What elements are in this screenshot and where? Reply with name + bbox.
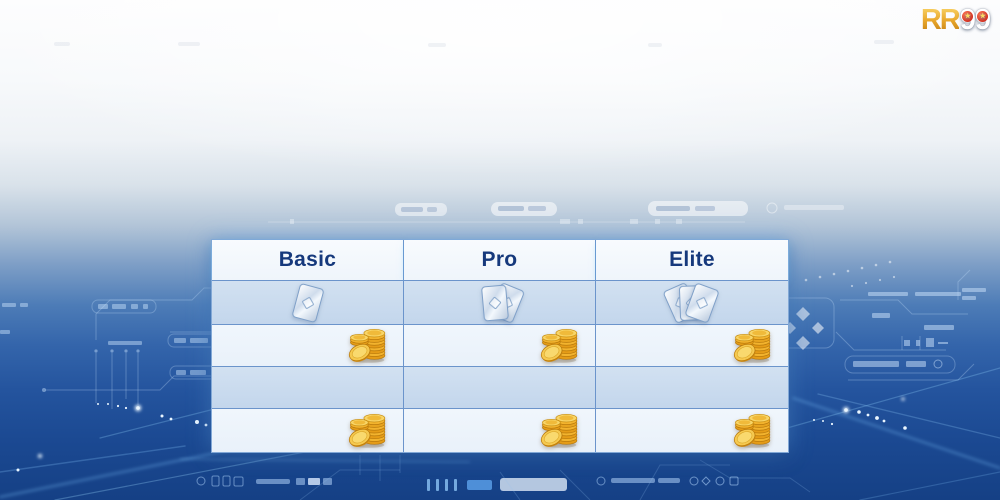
logo-white-digits: 99 ★ ★ [959,4,991,36]
gold-coins-icon [540,327,580,364]
cell-basic-coins-1 [212,325,404,367]
logo-gold-letters: RR [920,4,961,36]
cell-basic-empty [212,367,404,409]
silver-card-icon [276,283,340,323]
gold-coins-icon [348,327,388,364]
tier-label: Basic [278,248,337,271]
silver-cards-pair-icon [468,283,532,323]
site-logo[interactable]: RR 99 ★ ★ [920,4,991,36]
cell-elite-empty [596,367,788,409]
logo-star-badge-icon: ★ [961,11,973,22]
tier-label: Elite [669,248,715,271]
tier-comparison-table: Basic Pro Elite [211,239,789,453]
tier-header-elite: Elite [596,240,788,281]
cell-elite-cards [596,281,788,325]
tier-header-pro: Pro [404,240,596,281]
cell-pro-cards [404,281,596,325]
cell-elite-coins-2 [596,409,788,452]
cell-pro-coins-1 [404,325,596,367]
gold-coins-icon [733,412,773,449]
tier-label: Pro [481,248,518,271]
tier-header-basic: Basic [212,240,404,281]
cell-pro-coins-2 [404,409,596,452]
silver-cards-fan-icon [660,283,724,323]
logo-star-badge-icon: ★ [976,11,988,22]
gold-coins-icon [348,412,388,449]
gold-coins-icon [733,327,773,364]
cell-pro-empty [404,367,596,409]
cell-basic-coins-2 [212,409,404,452]
cell-elite-coins-1 [596,325,788,367]
gold-coins-icon [540,412,580,449]
cell-basic-cards [212,281,404,325]
